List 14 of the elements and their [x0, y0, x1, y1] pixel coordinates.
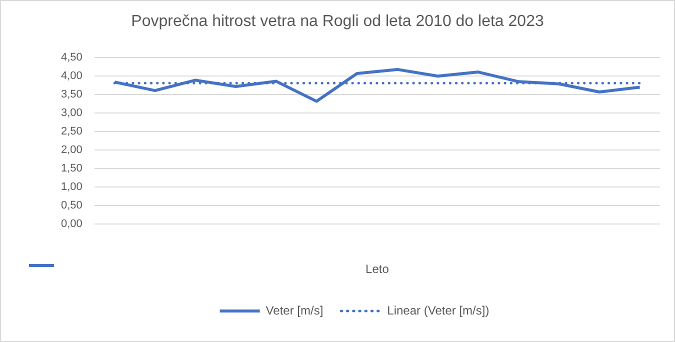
y-tick-label: 0,50: [60, 200, 82, 212]
y-tick-label: 4,50: [60, 52, 82, 64]
y-tick-label: 1,50: [60, 162, 82, 175]
y-tick-label: 3,50: [60, 88, 82, 101]
chart-title: Povprečna hitrost vetra na Rogli od leta 2010 do leta 2023: [130, 13, 545, 31]
y-tick-label: 3,00: [60, 107, 82, 120]
y-tick-label: 0,00: [60, 218, 82, 230]
x-axis-title: Leto: [366, 262, 390, 276]
legend-label: Linear (Veter [m/s]): [387, 303, 490, 318]
legend-label: Veter [m/s]: [266, 303, 324, 318]
y-tick-label: 2,00: [60, 144, 82, 156]
y-tick-label: 1,00: [60, 181, 82, 194]
y-tick-label: 4,00: [60, 70, 82, 82]
y-tick-label: 2,50: [60, 126, 82, 138]
